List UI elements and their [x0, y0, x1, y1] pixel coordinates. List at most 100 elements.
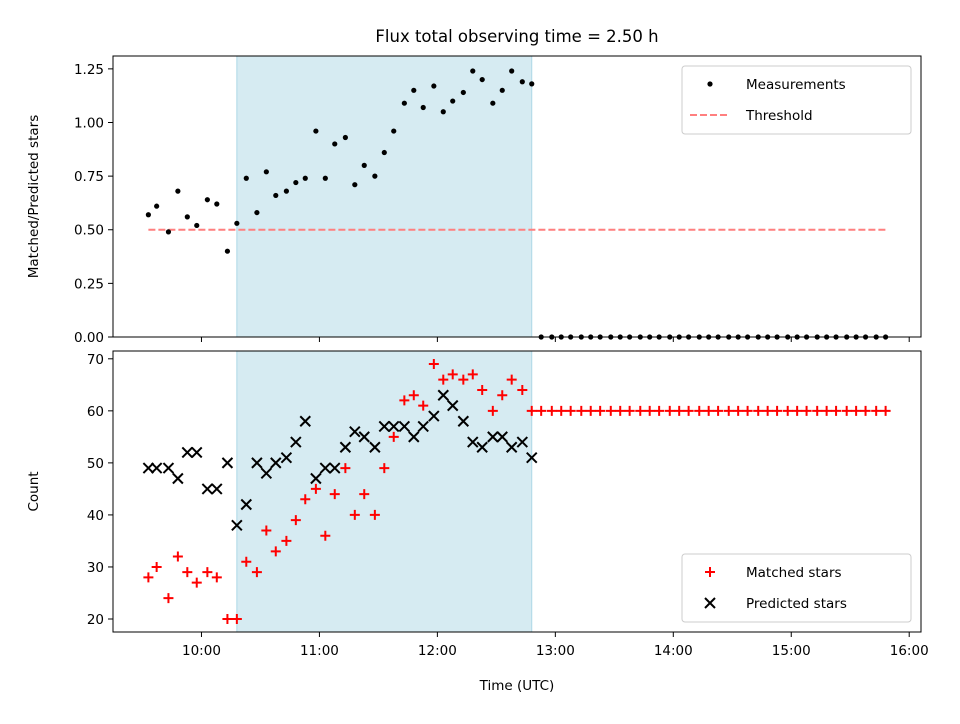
matched-star-point	[191, 577, 202, 588]
matched-star-point	[860, 405, 871, 416]
legend-box	[681, 65, 912, 135]
matched-star-point	[556, 405, 567, 416]
measurement-point	[342, 134, 348, 141]
matched-star-point	[576, 405, 587, 416]
matched-star-point	[742, 405, 753, 416]
matched-star-point	[290, 515, 301, 526]
matched-star-point	[782, 405, 793, 416]
matched-star-point	[772, 405, 783, 416]
predicted-star-point	[457, 415, 470, 427]
y-tick-label: 0.50	[74, 223, 104, 239]
predicted-star-point	[516, 436, 529, 448]
matched-star-point	[871, 405, 882, 416]
matched-star-point	[841, 405, 852, 416]
measurement-point	[431, 83, 437, 89]
predicted-star-point	[428, 410, 440, 422]
predicted-star-point	[162, 462, 175, 474]
matched-star-point	[526, 405, 537, 416]
measurement-point	[479, 76, 485, 83]
predicted-star-point	[211, 483, 223, 495]
legend-label: Measurements	[746, 77, 846, 93]
measurement-point	[372, 173, 378, 179]
measurement-point	[224, 248, 231, 254]
matched-star-point	[438, 374, 449, 385]
matched-star-point	[615, 405, 626, 416]
matched-star-point	[369, 509, 380, 520]
matched-star-point	[241, 556, 252, 567]
matched-star-point	[595, 405, 606, 416]
matched-star-point	[300, 494, 311, 505]
matched-star-point	[261, 525, 272, 536]
matched-star-point	[172, 551, 183, 562]
matched-star-point	[831, 405, 842, 416]
observing-span	[236, 350, 533, 633]
predicted-star-point	[201, 483, 214, 495]
matched-star-point	[635, 405, 646, 416]
axes-frame	[112, 350, 922, 633]
matched-star-point	[222, 613, 233, 624]
y-tick-label: 50	[87, 456, 104, 472]
matched-star-point	[211, 572, 222, 583]
measurement-point	[322, 175, 328, 181]
measurement-point	[313, 128, 319, 134]
matched-star-point	[624, 405, 635, 416]
measurement-point	[243, 175, 249, 181]
matched-star-point	[388, 431, 399, 442]
predicted-star-point	[408, 431, 420, 443]
measurement-point	[194, 222, 200, 229]
legend-marker-measurements	[707, 81, 713, 87]
predicted-star-point	[290, 436, 302, 448]
measurement-point	[470, 68, 476, 74]
matched-star-point	[546, 405, 557, 416]
measurement-point	[154, 203, 160, 209]
y-tick-label: 40	[87, 508, 104, 524]
y-tick-label: 60	[87, 404, 104, 420]
y-tick-label: 1.00	[74, 115, 104, 131]
matched-star-point	[733, 405, 744, 416]
measurement-point	[254, 209, 260, 216]
matched-star-point	[310, 483, 321, 494]
matched-star-point	[329, 489, 340, 500]
x-tick-label: 12:00	[418, 643, 457, 659]
measurement-point	[411, 87, 417, 93]
matched-star-point	[320, 530, 331, 541]
predicted-star-point	[142, 462, 155, 474]
x-tick-label: 16:00	[890, 643, 929, 659]
chart-title: Flux total observing time = 2.50 h	[375, 27, 658, 46]
measurement-point	[273, 192, 279, 199]
bottom-panel: 10:00 11:00 12:00 13:00 14:00 15:00 16:00 20 30 4…	[26, 350, 929, 694]
top-panel: 0.00 0.25 0.50 0.75 1.00 1.25 Matched/Predicte…	[26, 55, 922, 346]
x-tick-label: 13:00	[536, 643, 575, 659]
measurement-point	[529, 81, 535, 87]
matched-star-point	[605, 405, 616, 416]
matched-star-point	[447, 369, 458, 380]
matched-star-point	[517, 385, 528, 396]
measurement-point	[519, 79, 525, 85]
predicted-star-point	[487, 431, 499, 443]
measurement-point	[145, 212, 151, 218]
matched-star-point	[379, 463, 390, 474]
matched-star-point	[143, 572, 154, 583]
predicted-star-point	[329, 462, 341, 474]
matched-star-point	[703, 405, 714, 416]
matched-star-point	[151, 561, 162, 572]
measurement-point	[214, 201, 220, 207]
matched-star-point	[536, 405, 547, 416]
matched-star-point	[723, 405, 734, 416]
matched-star-point	[458, 374, 469, 385]
measurement-point	[391, 128, 397, 134]
y-tick-label: 30	[87, 560, 104, 576]
measurement-point	[234, 220, 240, 226]
matched-star-point	[792, 405, 803, 416]
matched-star-point	[880, 405, 891, 416]
legend-marker-matched	[705, 567, 715, 577]
matched-star-point	[565, 405, 576, 416]
matched-star-point	[753, 405, 764, 416]
measurement-point	[499, 87, 505, 93]
matched-star-point	[694, 405, 705, 416]
predicted-star-point	[231, 519, 243, 532]
predicted-star-point	[447, 399, 459, 412]
y-axis-label: Matched/Predicted stars	[26, 115, 42, 278]
matched-star-point	[418, 400, 429, 411]
legend-label: Matched stars	[746, 565, 842, 581]
